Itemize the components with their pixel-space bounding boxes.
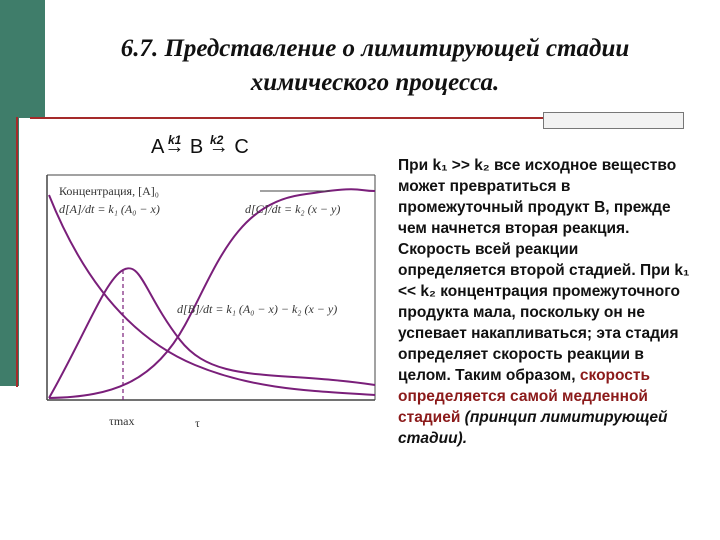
title-line-2: химического процесса. bbox=[250, 69, 500, 96]
green-top-block bbox=[19, 0, 45, 118]
rate-C-label: d[C]/dt = k₂ (x − y) bbox=[245, 202, 340, 216]
kinetics-diagram: Концентрация, [A]₀ d[A]/dt = k₁ (A₀ − x)… bbox=[46, 174, 376, 430]
green-side-bar bbox=[0, 0, 19, 386]
grey-decor-box bbox=[543, 112, 684, 129]
page-title: 6.7. Представление о лимитирующей стадии… bbox=[60, 32, 690, 100]
curve-B-intermediate bbox=[48, 267, 376, 399]
explanation-main: При k₁ >> k₂ все исходное вещество может… bbox=[398, 157, 690, 384]
title-line-1: 6.7. Представление о лимитирующей стадии bbox=[120, 35, 630, 62]
concentration-label: Концентрация, [A]₀ bbox=[59, 184, 159, 198]
explanation-text: При k₁ >> k₂ все исходное вещество может… bbox=[398, 155, 690, 449]
reaction-scheme: A→ B → C bbox=[151, 136, 249, 158]
limiting-stage-principle: (принцип лимитирующей стадии). bbox=[398, 409, 668, 447]
rate-A-label: d[A]/dt = k₁ (A₀ − x) bbox=[59, 202, 160, 216]
rate-B-label: d[B]/dt = k₁ (A₀ − x) − k₂ (x − y) bbox=[177, 302, 337, 316]
tmax-label: τmax bbox=[109, 414, 134, 428]
curve-C-growth bbox=[48, 188, 376, 399]
rate-constant-k1: k1 bbox=[168, 133, 182, 147]
curve-A-decay bbox=[48, 194, 376, 396]
tau-label: τ bbox=[195, 416, 200, 430]
rate-constant-k2: k2 bbox=[210, 133, 224, 147]
title-underline bbox=[30, 117, 681, 119]
limiting-stage-highlight: скорость определяется самой медленной ст… bbox=[398, 367, 651, 426]
left-red-rule bbox=[16, 117, 18, 387]
